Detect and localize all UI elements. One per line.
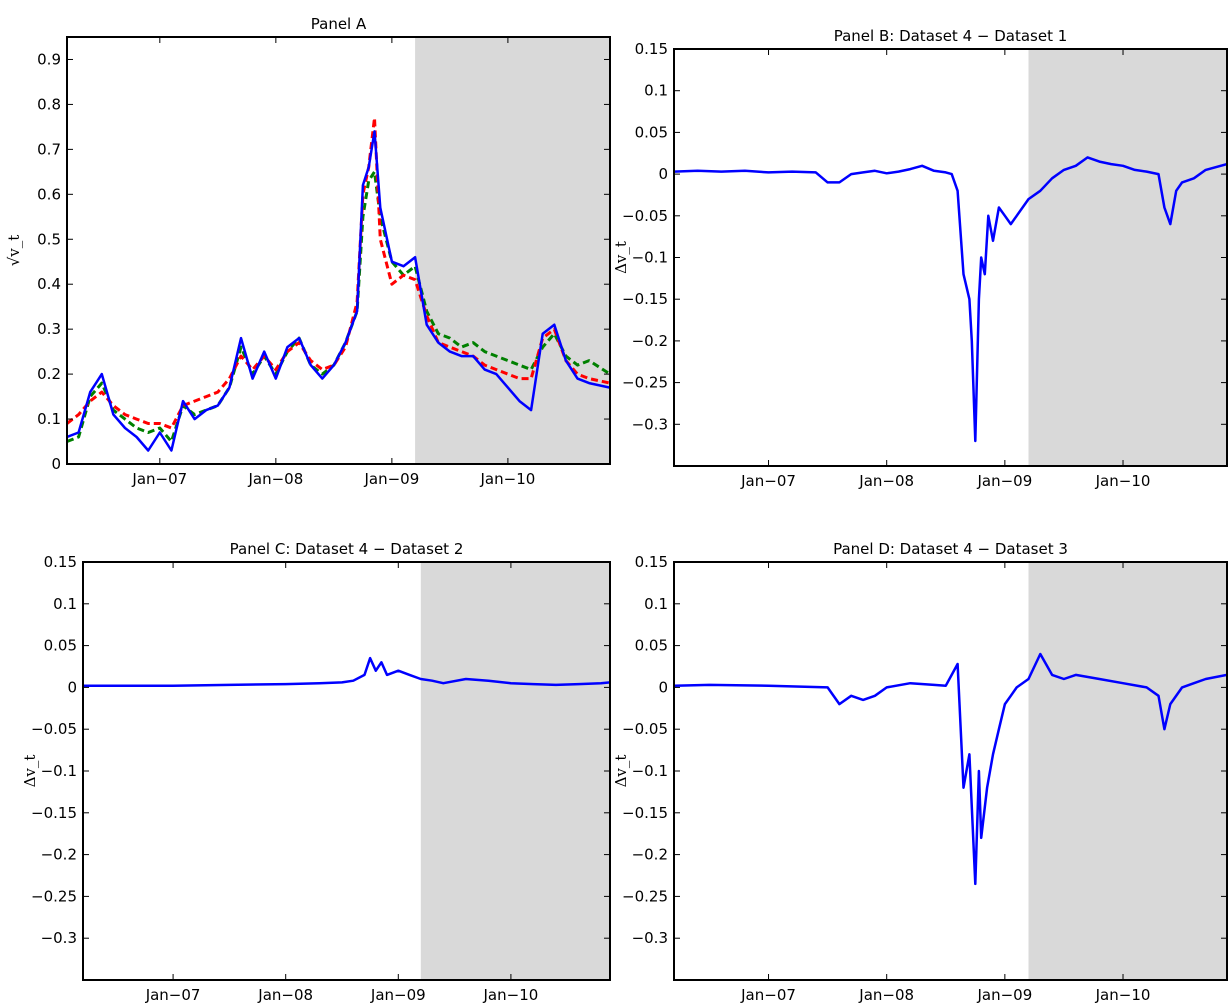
y-tick-label: −0.15 (622, 804, 668, 822)
series-line-blue (67, 130, 610, 452)
shaded-region (1028, 49, 1227, 466)
y-tick-label: −0.05 (31, 720, 77, 738)
y-tick-label: 0.05 (635, 637, 668, 655)
panel-title: Panel D: Dataset 4 − Dataset 3 (833, 540, 1068, 558)
y-tick-label: 0.15 (44, 553, 77, 571)
y-tick-label: 0 (658, 165, 668, 183)
shaded-region (1028, 562, 1227, 980)
x-tick-label: Jan−08 (858, 472, 914, 490)
panel-title: Panel A (311, 15, 367, 33)
y-tick-label: 0.8 (37, 95, 61, 113)
y-axis-label: Δv_t (21, 755, 39, 788)
panel-d: 0.15 0.1 0.05 0 −0.05 −0.1 −0.15 −0.2 −0.25 −0.3 J… (612, 540, 1228, 1004)
x-tick-label: Jan−08 (257, 986, 313, 1004)
y-tick-label: 0.15 (635, 40, 668, 58)
y-tick-label: −0.3 (632, 415, 668, 433)
y-tick-label: −0.2 (632, 332, 668, 350)
y-tick-label: 0.1 (644, 82, 668, 100)
y-tick-label: −0.25 (622, 887, 668, 905)
series-line-blue (674, 652, 1227, 886)
x-tick-label: Jan−09 (363, 470, 419, 488)
y-tick-label: −0.05 (622, 207, 668, 225)
x-tick-label: Jan−10 (483, 986, 539, 1004)
x-tick-label: Jan−07 (740, 472, 796, 490)
series-line-green (67, 170, 610, 443)
x-tick-label: Jan−10 (1095, 472, 1151, 490)
y-tick-label: −0.2 (41, 846, 77, 864)
shaded-region (420, 562, 610, 980)
y-tick-label: 0.05 (44, 637, 77, 655)
y-tick-label: 0.1 (53, 595, 77, 613)
x-tick-label: Jan−07 (740, 986, 796, 1004)
y-tick-label: 0.6 (37, 185, 61, 203)
y-tick-label: −0.05 (622, 720, 668, 738)
y-tick-label: −0.15 (622, 290, 668, 308)
panel-b: 0.15 0.1 0.05 0 −0.05 −0.1 −0.15 −0.2 −0.25 −0.3 J… (612, 27, 1228, 490)
panel-title: Panel B: Dataset 4 − Dataset 1 (834, 27, 1068, 45)
y-tick-label: −0.1 (41, 762, 77, 780)
shaded-region (415, 37, 610, 464)
y-tick-label: 0.5 (37, 230, 61, 248)
series-line-blue (674, 156, 1227, 443)
x-tick-label: Jan−09 (976, 986, 1032, 1004)
y-tick-label: 0.1 (37, 410, 61, 428)
y-tick-label: −0.2 (632, 846, 668, 864)
series-line-red (67, 116, 610, 430)
y-tick-label: 0 (658, 678, 668, 696)
y-tick-label: −0.25 (31, 887, 77, 905)
x-tick-label: Jan−08 (247, 470, 303, 488)
x-tick-label: Jan−08 (858, 986, 914, 1004)
panel-a: 0 0.1 0.2 0.3 0.4 0.5 0.6 0.7 0.8 0.9 Jan−07 Jan−08… (5, 15, 611, 488)
y-tick-label: 0 (67, 678, 77, 696)
x-tick-label: Jan−10 (1095, 986, 1151, 1004)
y-tick-label: 0.7 (37, 140, 61, 158)
y-tick-label: 0.15 (635, 553, 668, 571)
y-tick-label: −0.1 (632, 762, 668, 780)
y-tick-label: 0.05 (635, 123, 668, 141)
y-tick-label: 0.2 (37, 365, 61, 383)
y-tick-label: 0.4 (37, 275, 61, 293)
x-tick-label: Jan−09 (976, 472, 1032, 490)
panel-c: 0.15 0.1 0.05 0 −0.05 −0.1 −0.15 −0.2 −0.25 −0.3 J… (21, 540, 611, 1004)
y-tick-label: 0.9 (37, 50, 61, 68)
y-tick-label: −0.15 (31, 804, 77, 822)
x-tick-label: Jan−09 (370, 986, 426, 1004)
y-tick-label: −0.3 (41, 929, 77, 947)
x-tick-label: Jan−07 (145, 986, 201, 1004)
y-tick-label: 0 (51, 455, 61, 473)
y-axis-label: Δv_t (612, 755, 630, 788)
series-line-blue (83, 656, 610, 687)
panel-title: Panel C: Dataset 4 − Dataset 2 (230, 540, 464, 558)
y-axis-label: √v_t (5, 235, 23, 267)
x-tick-label: Jan−10 (480, 470, 536, 488)
y-tick-label: −0.25 (622, 374, 668, 392)
axes-frame (66, 36, 611, 465)
y-axis-label: Δv_t (612, 241, 630, 274)
y-tick-label: 0.1 (644, 595, 668, 613)
y-tick-label: −0.1 (632, 249, 668, 267)
y-tick-label: 0.3 (37, 320, 61, 338)
y-tick-label: −0.3 (632, 929, 668, 947)
x-tick-label: Jan−07 (131, 470, 187, 488)
